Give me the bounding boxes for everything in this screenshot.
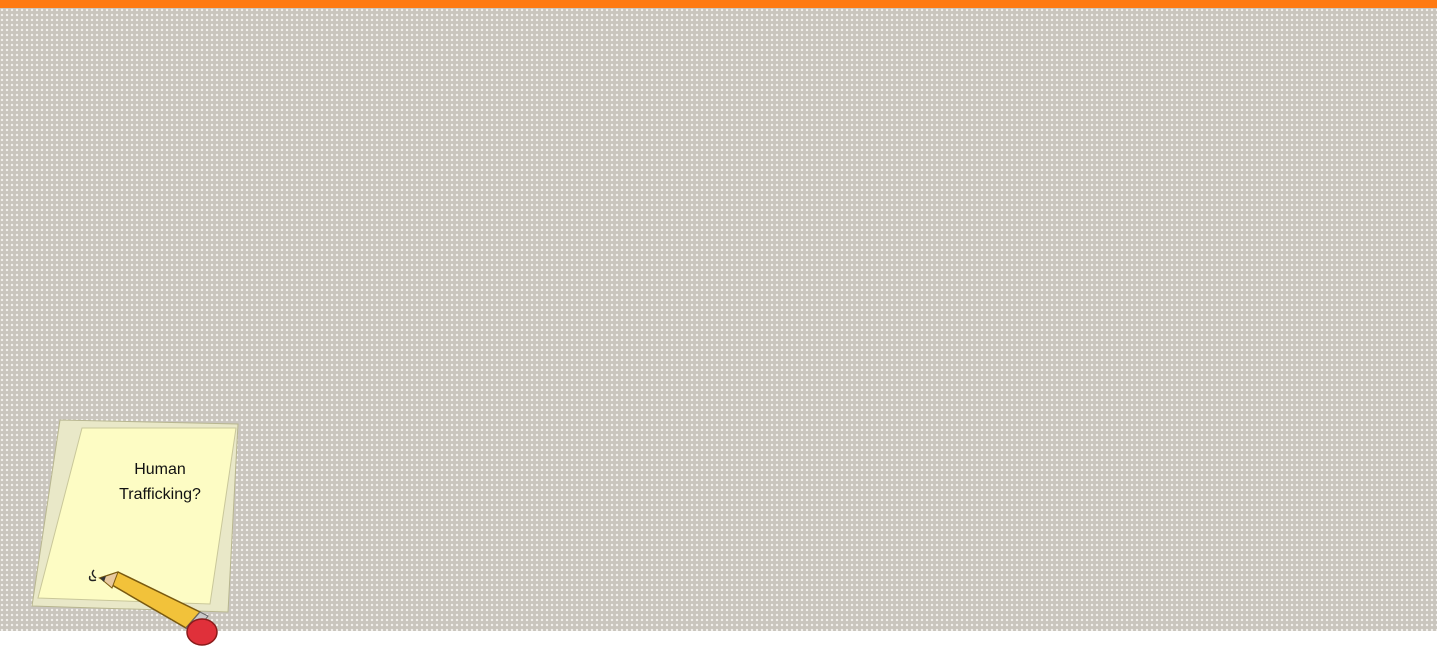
note-line: Trafficking? [119,486,201,503]
sticky-note-art: Human Trafficking? [0,0,1437,649]
slide: Human Trafficking? (() => { const data =… [0,0,1437,649]
note-line: Human [134,461,186,478]
